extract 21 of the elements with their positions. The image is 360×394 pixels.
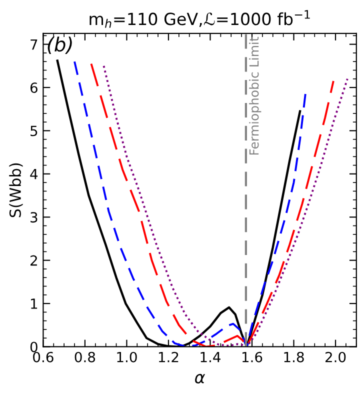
- x-tick-label: 2.0: [325, 352, 346, 362]
- y-tick-label: 5: [30, 126, 38, 136]
- x-tick-label: 1.0: [117, 352, 137, 362]
- x-tick-label: 1.6: [242, 352, 262, 362]
- y-tick-label: 0: [30, 342, 38, 352]
- y-tick-label: 4: [30, 169, 38, 180]
- y-tick-label: 2: [30, 255, 37, 266]
- ref-line-label: Fermiophobic Limit: [249, 36, 262, 155]
- y-tick-label: 3: [30, 212, 38, 223]
- x-tick-label: 1.2: [158, 352, 178, 362]
- x-axis-title: α: [195, 374, 206, 384]
- y-tick-label: 6: [30, 82, 38, 93]
- x-tick-label: 1.8: [284, 352, 304, 362]
- chart-title: m$_{h}$=110 GeV,ℒ=1000 fb$^{−1}$: [90, 10, 310, 28]
- x-tick-label: 1.4: [200, 352, 221, 362]
- y-axis-title: S(Wbb): [9, 163, 23, 218]
- x-tick-label: 0.8: [74, 352, 96, 362]
- y-tick-label: 7: [30, 39, 38, 50]
- annotation: (b): [48, 36, 72, 54]
- x-tick-label: 0.6: [33, 352, 54, 362]
- y-tick-label: 1: [31, 298, 38, 309]
